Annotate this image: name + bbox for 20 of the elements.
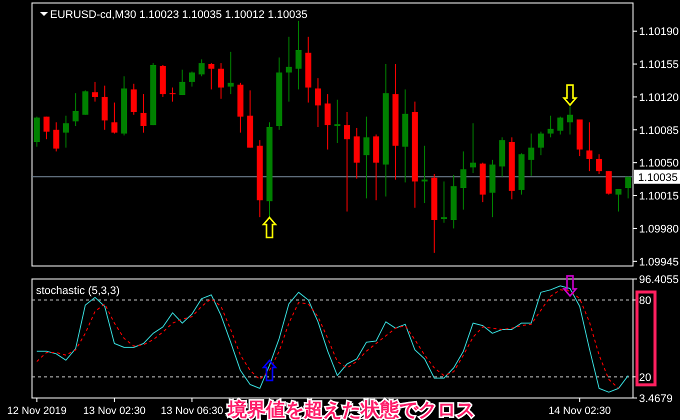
y-tick-label: 1.09980 xyxy=(639,223,679,236)
x-tick-label: 14 Nov 02:30 xyxy=(548,405,612,417)
y-tick-label: 96.4055 xyxy=(639,274,679,286)
text: stochastic (5,3,3) xyxy=(36,285,120,297)
y-tick-label: 1.09945 xyxy=(639,256,679,268)
x-tick-label: 13 Nov 02:30 xyxy=(83,405,146,417)
y-tick-label: 1.10120 xyxy=(639,92,679,104)
y-tick-label: 1.10085 xyxy=(639,124,679,137)
text: EURUSD-cd,M30 1.10023 1.10035 1.10012 1.10035 xyxy=(50,9,308,21)
text: 境界値を超えた状態でクロス xyxy=(227,399,475,420)
ref-line-label: 1.10035 xyxy=(638,172,678,184)
y-tick-label: 3.4679 xyxy=(639,393,673,405)
y-tick-label: 1.10155 xyxy=(639,59,679,72)
x-tick-label: 13 Nov 06:30 xyxy=(160,405,224,417)
y-tick-label: 1.10190 xyxy=(639,26,679,38)
y-tick-label: 20 xyxy=(639,372,652,384)
y-tick-label: 1.10050 xyxy=(639,158,679,170)
y-tick-label: 1.10015 xyxy=(639,190,679,203)
y-tick-label: 80 xyxy=(639,295,652,308)
x-tick-label: 12 Nov 2019 xyxy=(7,405,67,417)
